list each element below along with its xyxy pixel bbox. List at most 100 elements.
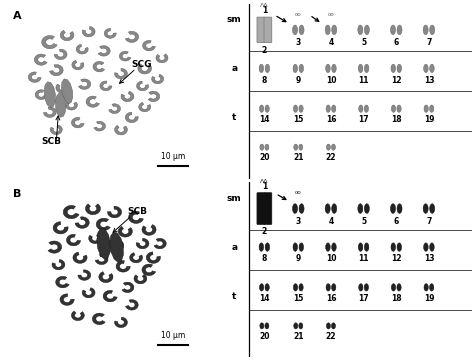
Polygon shape: [72, 60, 84, 70]
Polygon shape: [128, 211, 143, 223]
Ellipse shape: [423, 25, 428, 35]
Ellipse shape: [332, 284, 336, 291]
Ellipse shape: [294, 323, 298, 329]
Ellipse shape: [358, 204, 363, 213]
Text: 12: 12: [391, 255, 401, 264]
Text: 19: 19: [424, 294, 434, 303]
Ellipse shape: [358, 243, 363, 251]
FancyBboxPatch shape: [257, 193, 265, 225]
Ellipse shape: [391, 204, 395, 213]
Polygon shape: [86, 96, 100, 107]
Text: 5: 5: [361, 38, 366, 47]
Ellipse shape: [265, 284, 269, 291]
Ellipse shape: [293, 243, 298, 251]
Polygon shape: [75, 217, 89, 229]
Polygon shape: [54, 49, 67, 60]
Text: 14: 14: [259, 116, 270, 125]
Polygon shape: [121, 91, 134, 102]
Ellipse shape: [365, 64, 369, 73]
Ellipse shape: [429, 64, 434, 73]
Text: 4: 4: [328, 38, 334, 47]
Text: 3: 3: [296, 217, 301, 226]
Ellipse shape: [392, 284, 396, 291]
Polygon shape: [92, 313, 105, 325]
Polygon shape: [49, 65, 63, 76]
Text: 6: 6: [393, 217, 399, 226]
Ellipse shape: [327, 144, 330, 150]
Polygon shape: [44, 107, 56, 117]
Polygon shape: [136, 238, 149, 249]
Ellipse shape: [299, 243, 303, 251]
Text: 1: 1: [262, 6, 267, 15]
Text: 10 μm: 10 μm: [161, 152, 185, 161]
Ellipse shape: [299, 144, 303, 150]
Polygon shape: [48, 241, 62, 253]
Polygon shape: [118, 226, 132, 237]
Ellipse shape: [299, 64, 303, 73]
Polygon shape: [98, 45, 110, 56]
Polygon shape: [95, 254, 108, 265]
Ellipse shape: [332, 64, 336, 73]
Text: SCB: SCB: [128, 207, 147, 216]
Ellipse shape: [299, 204, 304, 213]
Ellipse shape: [391, 243, 395, 251]
Polygon shape: [156, 54, 168, 63]
Text: ΛΛ: ΛΛ: [260, 179, 269, 184]
Ellipse shape: [327, 323, 330, 329]
Text: 20: 20: [259, 153, 270, 162]
Ellipse shape: [364, 105, 368, 112]
Text: B: B: [13, 189, 21, 199]
Polygon shape: [72, 311, 84, 321]
Text: A: A: [13, 10, 22, 21]
Text: 14: 14: [259, 294, 270, 303]
Polygon shape: [129, 253, 143, 263]
Polygon shape: [115, 317, 128, 328]
Text: 10: 10: [326, 76, 336, 85]
Ellipse shape: [293, 105, 298, 112]
Ellipse shape: [364, 284, 368, 291]
Text: 16: 16: [326, 116, 336, 125]
Polygon shape: [28, 72, 41, 82]
Polygon shape: [103, 290, 117, 302]
Text: 17: 17: [358, 116, 369, 125]
Ellipse shape: [397, 105, 401, 112]
Text: 18: 18: [391, 116, 401, 125]
Ellipse shape: [292, 204, 298, 213]
Text: ΛΛ: ΛΛ: [260, 3, 269, 8]
Ellipse shape: [358, 25, 363, 35]
Ellipse shape: [332, 243, 336, 251]
Text: 2: 2: [262, 227, 267, 236]
Ellipse shape: [259, 105, 264, 112]
Text: 15: 15: [293, 116, 303, 125]
Polygon shape: [72, 117, 84, 128]
FancyBboxPatch shape: [264, 17, 272, 43]
Text: sm: sm: [227, 193, 242, 203]
Polygon shape: [110, 240, 124, 251]
Polygon shape: [134, 274, 147, 284]
Polygon shape: [100, 81, 112, 91]
Polygon shape: [35, 90, 47, 100]
Ellipse shape: [292, 25, 298, 35]
Text: 3: 3: [296, 38, 301, 47]
Text: 22: 22: [326, 332, 336, 341]
Polygon shape: [34, 54, 47, 65]
Polygon shape: [52, 260, 65, 270]
Ellipse shape: [325, 204, 330, 213]
Polygon shape: [125, 31, 139, 43]
Polygon shape: [53, 222, 68, 234]
Polygon shape: [63, 205, 79, 219]
Text: 8: 8: [262, 76, 267, 85]
Text: 4: 4: [328, 217, 334, 226]
Polygon shape: [60, 30, 74, 41]
Ellipse shape: [365, 25, 369, 35]
Polygon shape: [66, 234, 81, 246]
Text: 10: 10: [326, 255, 336, 264]
Polygon shape: [61, 79, 73, 104]
Polygon shape: [85, 204, 100, 215]
Polygon shape: [104, 29, 116, 38]
Polygon shape: [50, 125, 62, 135]
Text: t: t: [232, 113, 237, 122]
Text: sm: sm: [227, 15, 242, 24]
Ellipse shape: [424, 243, 428, 251]
Ellipse shape: [326, 64, 330, 73]
